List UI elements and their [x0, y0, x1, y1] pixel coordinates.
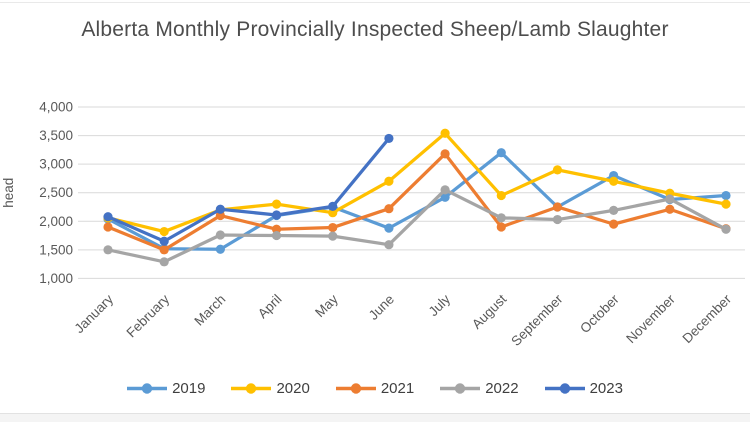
series-marker-2022	[159, 257, 169, 267]
series-marker-2020	[384, 176, 394, 186]
x-tick-label: September	[508, 291, 566, 349]
legend-marker-icon	[127, 383, 168, 394]
legend-marker-icon	[335, 383, 376, 394]
y-axis-title: head	[1, 178, 16, 208]
y-tick-label: 1,000	[39, 271, 73, 286]
series-marker-2023	[159, 236, 169, 246]
x-tick-label: July	[426, 291, 454, 319]
x-tick-label: May	[312, 291, 341, 320]
series-marker-2022	[440, 185, 450, 195]
y-tick-label: 2,500	[39, 185, 73, 200]
series-line-2023	[106, 136, 391, 243]
legend-item-2019: 2019	[127, 380, 205, 397]
legend-item-2021: 2021	[335, 380, 415, 397]
legend-marker-icon	[231, 383, 272, 394]
series-marker-2022	[328, 231, 338, 241]
series-line-2022	[106, 188, 728, 264]
chart-title: Alberta Monthly Provincially Inspected S…	[81, 18, 669, 41]
legend-label: 2023	[589, 380, 623, 397]
legend-item-2020: 2020	[231, 380, 310, 397]
series-marker-2022	[103, 245, 113, 255]
series-marker-2020	[440, 128, 450, 138]
y-tick-label: 1,500	[39, 242, 73, 257]
series-marker-2021	[103, 222, 113, 232]
series-marker-2021	[609, 219, 619, 229]
y-tick-label: 2,000	[39, 214, 73, 229]
series-marker-2022	[384, 240, 394, 250]
series-marker-2020	[721, 199, 731, 209]
series-marker-2023	[328, 201, 338, 212]
series-marker-2022	[552, 214, 563, 225]
series-marker-2019	[215, 244, 225, 254]
series-marker-2022	[271, 230, 282, 241]
x-tick-label: February	[123, 291, 172, 340]
series-marker-2019	[384, 223, 394, 233]
x-tick-label: August	[469, 291, 510, 332]
series-marker-2022	[609, 205, 619, 216]
window-top-edge	[0, 2, 750, 3]
series-marker-2021	[552, 202, 563, 212]
series-marker-2023	[271, 210, 282, 220]
x-tick-label: April	[255, 292, 285, 322]
legend-label: 2022	[485, 380, 519, 397]
x-tick-label: June	[366, 292, 397, 323]
legend-marker-icon	[440, 383, 481, 394]
series-marker-2020	[159, 226, 169, 237]
window-bottom-edge	[0, 413, 750, 422]
series-marker-2023	[384, 133, 394, 144]
series-marker-2019	[440, 192, 450, 202]
y-tick-label: 3,500	[39, 128, 73, 143]
series-marker-2022	[721, 224, 731, 234]
y-tick-label: 3,000	[39, 157, 73, 172]
x-tick-label: October	[577, 291, 622, 336]
series-marker-2019	[721, 190, 731, 201]
series-marker-2021	[328, 222, 338, 233]
series-marker-2020	[552, 165, 563, 175]
series-marker-2022	[215, 230, 225, 240]
series-marker-2021	[496, 222, 506, 232]
x-tick-label: March	[191, 292, 228, 329]
series-line-2021	[106, 152, 728, 252]
series-marker-2019	[496, 148, 506, 158]
series-line-2019	[106, 151, 728, 251]
series-marker-2021	[440, 149, 450, 159]
x-tick-label: January	[72, 291, 117, 336]
series-marker-2023	[215, 204, 225, 214]
legend: 2019 2020 2021 2022 2023	[0, 380, 750, 397]
legend-marker-icon	[544, 383, 585, 394]
series-marker-2020	[328, 208, 338, 218]
series-marker-2021	[384, 204, 394, 214]
series-marker-2021	[665, 204, 675, 214]
legend-item-2023: 2023	[544, 380, 623, 397]
series-marker-2021	[271, 224, 282, 234]
series-marker-2022	[665, 194, 675, 204]
y-tick-label: 4,000	[39, 100, 73, 115]
series-marker-2022	[496, 213, 506, 223]
series-marker-2021	[159, 245, 169, 255]
series-marker-2023	[103, 212, 113, 222]
legend-label: 2020	[276, 380, 310, 397]
series-marker-2020	[609, 176, 619, 186]
series-marker-2020	[271, 199, 282, 209]
legend-label: 2021	[380, 380, 415, 397]
legend-item-2022: 2022	[440, 380, 519, 397]
x-tick-label: December	[679, 291, 734, 346]
legend-label: 2019	[172, 380, 206, 397]
x-tick-label: November	[623, 291, 678, 346]
series-marker-2020	[496, 190, 506, 201]
series-marker-2021	[215, 210, 225, 221]
